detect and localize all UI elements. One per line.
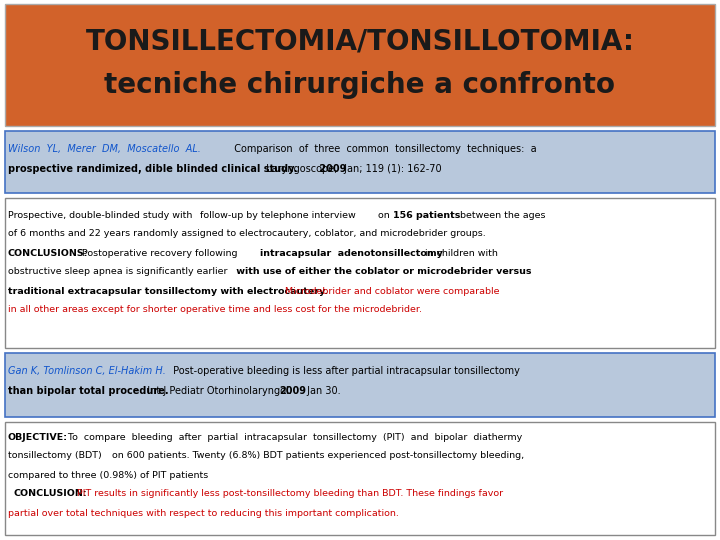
Text: Prospective, double-blinded study with: Prospective, double-blinded study with bbox=[8, 211, 195, 219]
Text: Int J Pediatr Otorhinolaryngol.: Int J Pediatr Otorhinolaryngol. bbox=[141, 386, 295, 396]
Text: CONCLUSION:: CONCLUSION: bbox=[14, 489, 88, 498]
Text: on: on bbox=[375, 211, 392, 219]
Text: Laryngoscope,: Laryngoscope, bbox=[263, 164, 338, 174]
Text: of 6 months and 22 years randomly assigned to electrocautery, coblator, and micr: of 6 months and 22 years randomly assign… bbox=[8, 230, 486, 239]
Text: prospective randimized, dible blinded clinical study.: prospective randimized, dible blinded cl… bbox=[8, 164, 297, 174]
Text: in all other areas except for shorter operative time and less cost for the micro: in all other areas except for shorter op… bbox=[8, 306, 422, 314]
Text: Comparison  of  three  common  tonsillectomy  techniques:  a: Comparison of three common tonsillectomy… bbox=[228, 144, 536, 154]
Text: tecniche chirurgiche a confronto: tecniche chirurgiche a confronto bbox=[104, 71, 616, 99]
FancyBboxPatch shape bbox=[5, 422, 715, 535]
Text: CONCLUSIONS:: CONCLUSIONS: bbox=[8, 248, 89, 258]
FancyBboxPatch shape bbox=[5, 353, 715, 417]
Text: Jan 30.: Jan 30. bbox=[304, 386, 341, 396]
Text: with use of either the coblator or microdebrider versus: with use of either the coblator or micro… bbox=[233, 267, 531, 276]
Text: 2009: 2009 bbox=[279, 386, 306, 396]
Text: intracapsular  adenotonsillectomy: intracapsular adenotonsillectomy bbox=[260, 248, 443, 258]
FancyBboxPatch shape bbox=[5, 131, 715, 193]
Text: PIT results in significantly less post-tonsillectomy bleeding than BDT. These fi: PIT results in significantly less post-t… bbox=[74, 489, 503, 498]
Text: Post-operative bleeding is less after partial intracapsular tonsillectomy: Post-operative bleeding is less after pa… bbox=[170, 366, 520, 376]
Text: partial over total techniques with respect to reducing this important complicati: partial over total techniques with respe… bbox=[8, 509, 399, 517]
Text: Gan K, Tomlinson C, El-Hakim H.: Gan K, Tomlinson C, El-Hakim H. bbox=[8, 366, 166, 376]
Text: follow-up by telephone interview: follow-up by telephone interview bbox=[200, 211, 356, 219]
Text: OBJECTIVE:: OBJECTIVE: bbox=[8, 433, 68, 442]
Text: in children with: in children with bbox=[422, 248, 498, 258]
Text: Microdebrider and coblator were comparable: Microdebrider and coblator were comparab… bbox=[282, 287, 500, 295]
FancyBboxPatch shape bbox=[5, 4, 715, 126]
Text: tonsillectomy (BDT): tonsillectomy (BDT) bbox=[8, 451, 102, 461]
Text: Jan; 119 (1): 162-70: Jan; 119 (1): 162-70 bbox=[341, 164, 441, 174]
Text: Wilson  YL,  Merer  DM,  Moscatello  AL.: Wilson YL, Merer DM, Moscatello AL. bbox=[8, 144, 201, 154]
Text: between the ages: between the ages bbox=[457, 211, 546, 219]
Text: obstructive sleep apnea is significantly earlier: obstructive sleep apnea is significantly… bbox=[8, 267, 228, 276]
Text: 2009: 2009 bbox=[316, 164, 346, 174]
Text: on 600 patients. Twenty (6.8%) BDT patients experienced post-tonsillectomy bleed: on 600 patients. Twenty (6.8%) BDT patie… bbox=[106, 451, 524, 461]
Text: compared to three (0.98%) of PIT patients: compared to three (0.98%) of PIT patient… bbox=[8, 470, 208, 480]
Text: 156 patients: 156 patients bbox=[393, 211, 460, 219]
Text: traditional extracapsular tonsillectomy with electrocautery.: traditional extracapsular tonsillectomy … bbox=[8, 287, 328, 295]
Text: Postoperative recovery following: Postoperative recovery following bbox=[76, 248, 240, 258]
Text: To  compare  bleeding  after  partial  intracapsular  tonsillectomy  (PIT)  and : To compare bleeding after partial intrac… bbox=[62, 433, 522, 442]
Text: TONSILLECTOMIA/TONSILLOTOMIA:: TONSILLECTOMIA/TONSILLOTOMIA: bbox=[86, 28, 634, 56]
FancyBboxPatch shape bbox=[5, 198, 715, 348]
Text: than bipolar total procedure.: than bipolar total procedure. bbox=[8, 386, 168, 396]
